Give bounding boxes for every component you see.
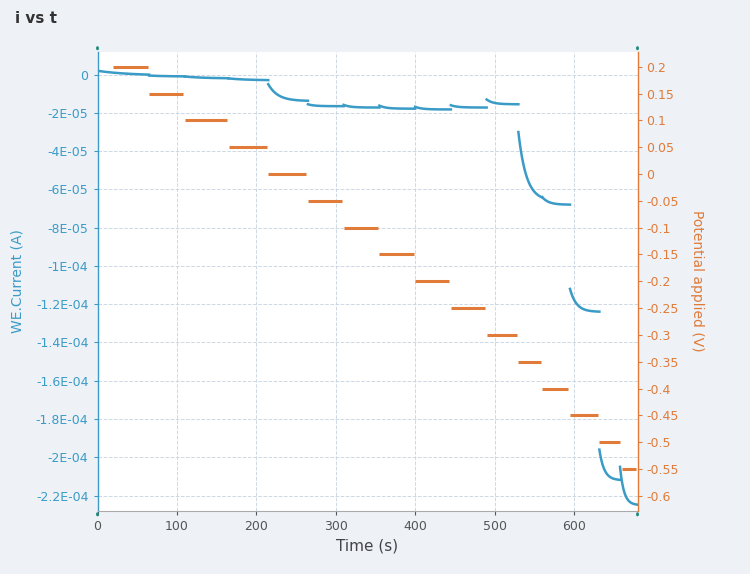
X-axis label: Time (s): Time (s) xyxy=(337,538,398,553)
Y-axis label: WE.Current (A): WE.Current (A) xyxy=(10,230,25,333)
Text: i vs t: i vs t xyxy=(15,11,57,26)
Y-axis label: Potential applied (V): Potential applied (V) xyxy=(690,211,704,352)
